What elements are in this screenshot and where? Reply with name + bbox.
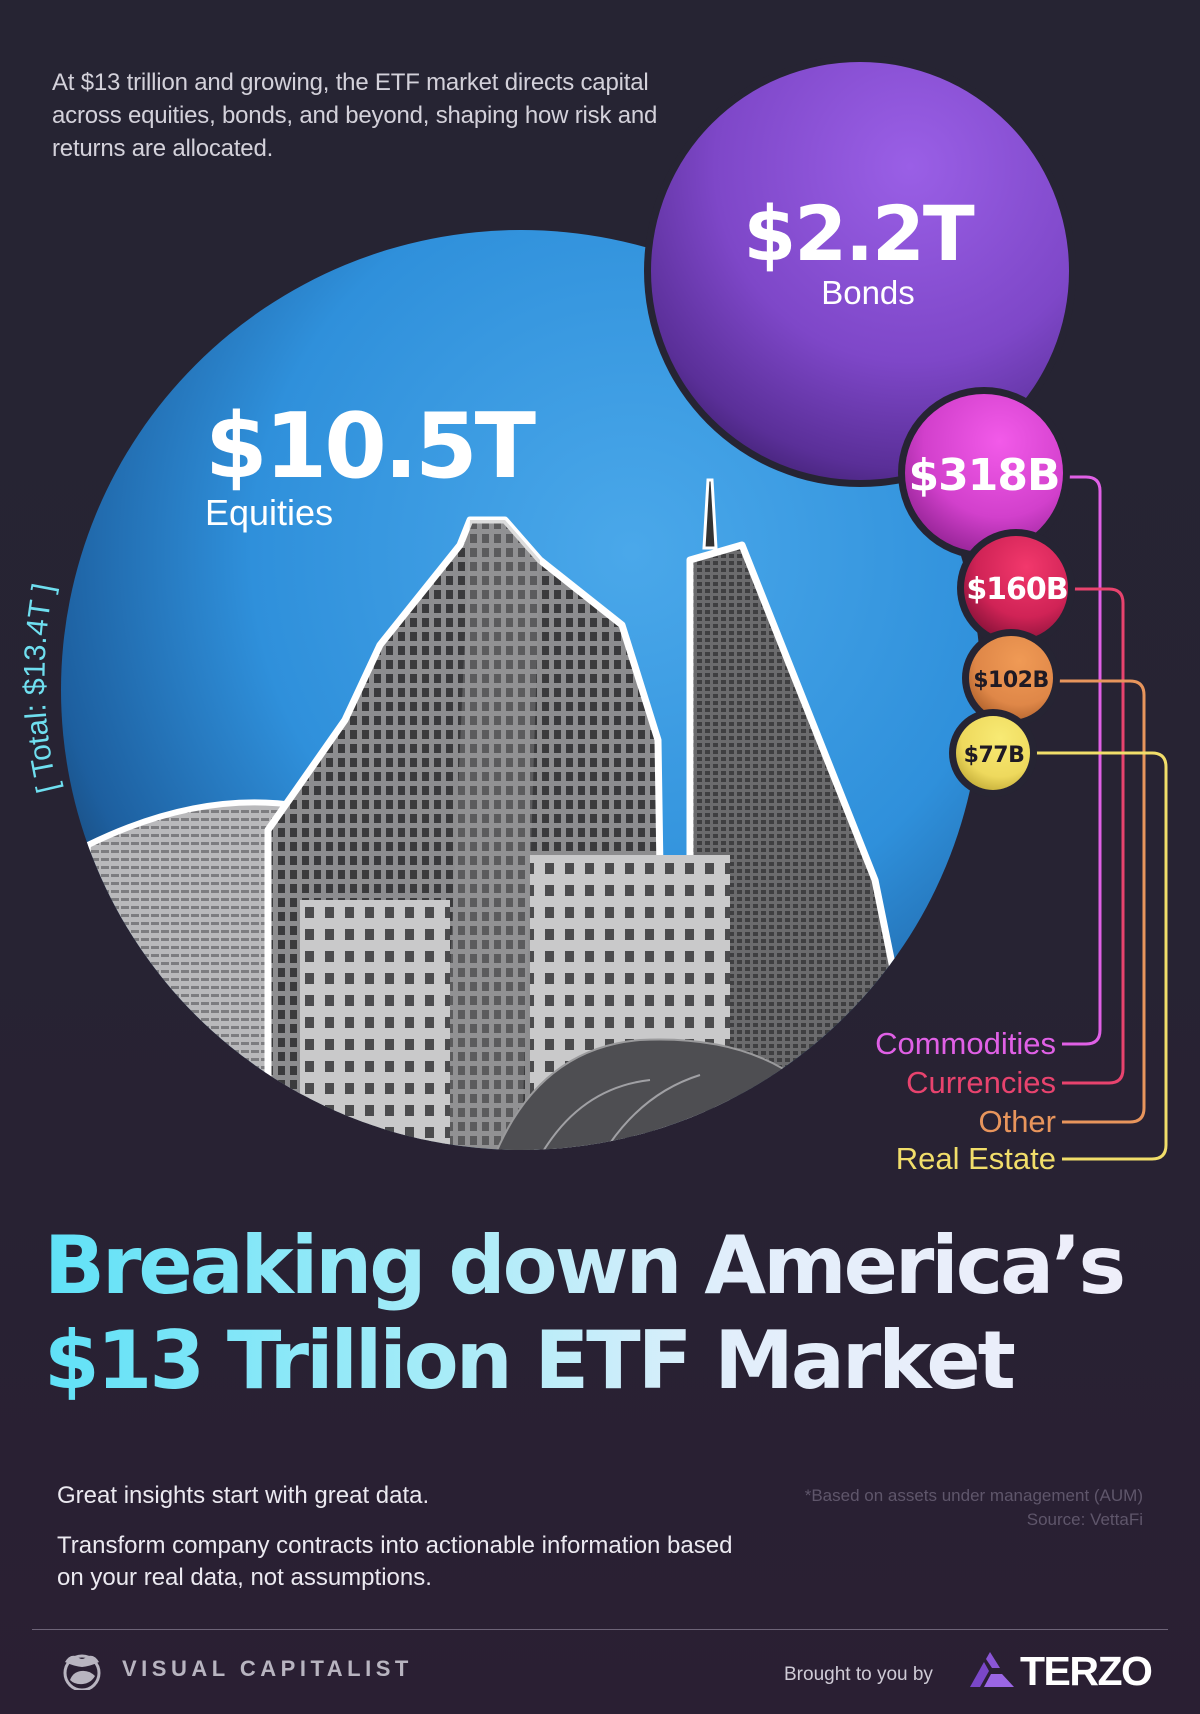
terzo-logo-icon: [970, 1652, 1014, 1687]
legend-currencies: Currencies: [906, 1065, 1056, 1100]
real-estate-bubble: $77B: [949, 709, 1037, 797]
visual-capitalist-logo-icon: [63, 1654, 101, 1690]
currencies-value: $160B: [966, 572, 1067, 607]
sponsor-name: TERZO: [1020, 1648, 1153, 1694]
equities-bubble: $10.5T Equities: [61, 230, 981, 1150]
legend-real-estate: Real Estate: [896, 1141, 1056, 1176]
legend-connectors: [1035, 475, 1168, 1161]
total-label-path: [ Total: $13.4T ]: [18, 581, 64, 796]
footnote: *Based on assets under management (AUM) …: [805, 1484, 1143, 1532]
commodities-bubble: $318B: [898, 387, 1070, 559]
skyline-image: [61, 478, 944, 1150]
bonds-label: Bonds: [821, 274, 915, 311]
currencies-bubble: $160B: [957, 529, 1075, 647]
bubble-chart: $10.5T Equities [ Total: $13.4T ] $2.2T …: [18, 55, 1168, 1176]
source-note: Source: VettaFi: [1026, 1510, 1143, 1529]
page-title: Breaking down America’s $13 Trillion ETF…: [44, 1218, 1194, 1408]
title-line-2: $13 Trillion ETF Market: [44, 1314, 1013, 1407]
bonds-value: $2.2T: [743, 189, 975, 278]
legend-commodities: Commodities: [875, 1026, 1056, 1061]
aum-note: *Based on assets under management (AUM): [804, 1486, 1143, 1505]
equities-value: $10.5T: [205, 394, 536, 499]
legend-other: Other: [978, 1104, 1056, 1139]
other-bubble: $102B: [962, 629, 1060, 727]
total-label: [ Total: $13.4T ]: [18, 581, 64, 796]
footer-divider: [32, 1629, 1168, 1630]
title-line-1: Breaking down America’s: [44, 1219, 1124, 1312]
tagline: Great insights start with great data.: [57, 1482, 430, 1509]
other-value: $102B: [973, 668, 1049, 693]
real-estate-value: $77B: [964, 743, 1025, 768]
equities-label: Equities: [205, 492, 333, 533]
publisher-name: VISUAL CAPITALIST: [122, 1656, 413, 1681]
commodities-value: $318B: [909, 450, 1060, 501]
intro-text: At $13 trillion and growing, the ETF mar…: [52, 69, 658, 162]
legend: Commodities Currencies Other Real Estate: [875, 1026, 1056, 1176]
description: Transform company contracts into actiona…: [57, 1532, 733, 1591]
bonds-bubble: $2.2T Bonds: [644, 55, 1076, 487]
sponsor-prefix: Brought to you by: [784, 1664, 933, 1685]
